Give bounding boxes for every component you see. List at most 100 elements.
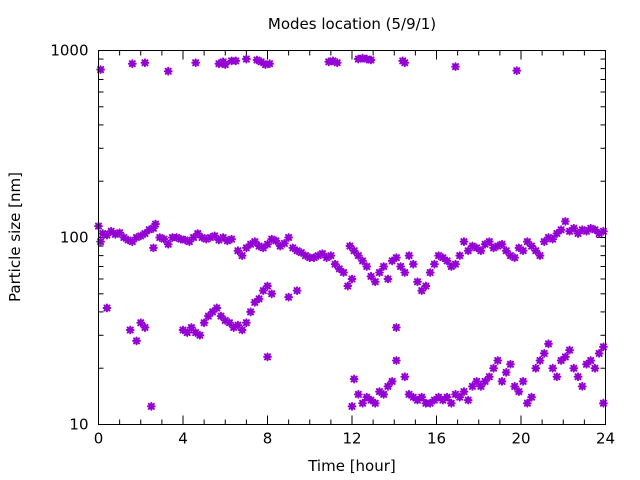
data-point	[569, 363, 579, 373]
data-point	[263, 281, 272, 291]
data-point	[404, 389, 414, 399]
data-point	[267, 234, 277, 244]
data-point	[573, 229, 583, 238]
data-point	[535, 356, 545, 365]
data-point	[501, 246, 511, 256]
data-point	[476, 381, 486, 391]
data-point	[163, 66, 173, 76]
data-point	[358, 256, 367, 266]
data-point	[379, 262, 389, 271]
data-point	[246, 239, 255, 249]
data-point	[252, 55, 262, 65]
data-point	[560, 352, 570, 362]
data-point	[111, 229, 120, 239]
data-point	[347, 274, 357, 284]
data-point	[246, 307, 255, 317]
data-point	[480, 239, 490, 249]
data-point	[127, 237, 137, 247]
data-point	[225, 318, 234, 328]
data-point	[358, 53, 367, 63]
data-point	[586, 223, 596, 233]
data-point	[102, 230, 112, 240]
data-point	[227, 234, 236, 244]
data-point	[510, 381, 520, 391]
data-point	[218, 233, 228, 242]
data-point	[565, 345, 574, 355]
data-point	[184, 237, 194, 247]
data-point	[216, 311, 226, 321]
data-point	[324, 57, 334, 67]
data-point	[375, 387, 384, 396]
data-point	[182, 328, 192, 338]
data-point	[569, 223, 579, 233]
data-point	[231, 56, 241, 66]
data-point	[275, 241, 285, 251]
x-tick-label: 4	[178, 430, 188, 448]
data-point	[313, 251, 323, 261]
data-point	[347, 401, 357, 411]
data-point	[199, 318, 209, 328]
data-point	[489, 243, 498, 253]
data-point	[155, 233, 165, 242]
data-point	[339, 268, 348, 277]
x-tick-label: 8	[263, 430, 273, 448]
data-point	[267, 289, 277, 299]
data-point	[468, 241, 477, 251]
data-point	[501, 367, 511, 377]
data-point	[140, 229, 150, 238]
data-point	[146, 401, 156, 411]
x-tick-label: 16	[427, 430, 446, 448]
data-point	[586, 356, 596, 365]
data-point	[379, 389, 389, 399]
x-tick-label: 20	[511, 430, 530, 448]
data-point	[484, 372, 494, 382]
data-point	[284, 233, 294, 242]
data-point	[263, 239, 272, 249]
data-point	[322, 253, 332, 263]
data-point	[455, 392, 465, 402]
data-point	[206, 233, 215, 242]
data-point	[400, 372, 410, 382]
data-point	[548, 363, 558, 373]
data-point	[391, 356, 401, 365]
data-point	[463, 395, 473, 405]
data-point	[106, 226, 116, 236]
data-point	[136, 318, 146, 328]
data-point	[159, 234, 169, 244]
data-point	[417, 392, 427, 402]
data-point	[387, 377, 397, 386]
data-point	[408, 259, 418, 269]
data-point	[343, 281, 353, 291]
data-point	[208, 307, 217, 317]
data-point	[233, 320, 243, 330]
data-point	[518, 377, 528, 386]
data-point	[358, 398, 367, 408]
x-tick-label: 12	[342, 430, 361, 448]
data-point	[370, 277, 380, 287]
data-point	[193, 229, 203, 238]
data-point	[413, 395, 422, 405]
chart-title: Modes location (5/9/1)	[268, 15, 436, 33]
data-point	[531, 246, 541, 256]
data-point	[577, 225, 587, 235]
data-point	[451, 389, 460, 399]
data-point	[237, 251, 247, 261]
data-point	[497, 377, 507, 386]
data-point	[119, 233, 129, 242]
data-point	[493, 241, 503, 251]
data-point	[544, 339, 553, 349]
data-point	[497, 239, 507, 249]
data-point	[522, 398, 532, 408]
data-point	[556, 356, 566, 365]
data-point	[514, 243, 524, 253]
data-point	[189, 233, 198, 242]
data-point	[353, 251, 363, 261]
data-point	[229, 323, 239, 332]
data-point	[383, 274, 393, 284]
data-point	[258, 286, 268, 296]
data-point	[149, 223, 158, 233]
data-point	[425, 268, 435, 277]
data-point	[489, 363, 498, 373]
data-points	[94, 53, 608, 411]
